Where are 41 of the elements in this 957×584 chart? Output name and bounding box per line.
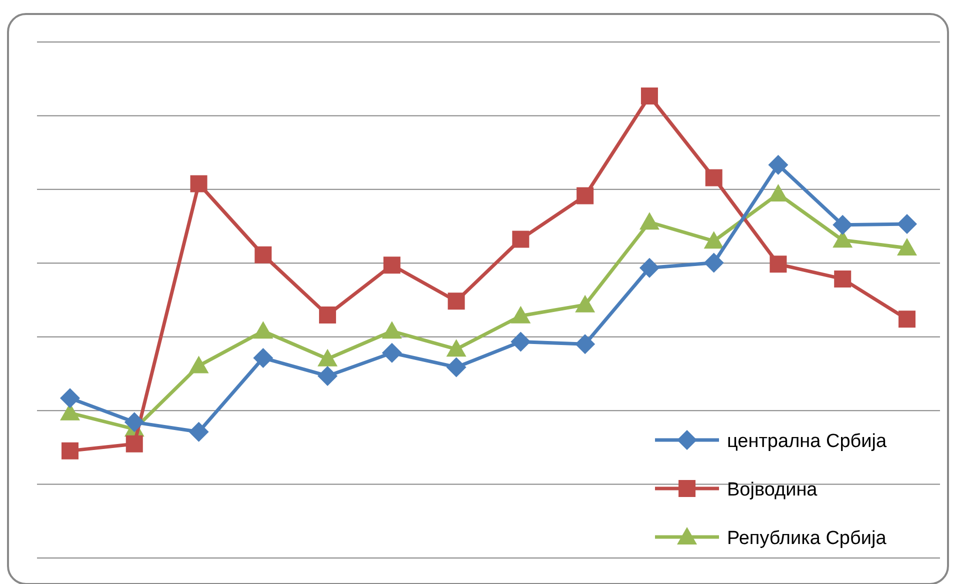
point	[188, 356, 209, 374]
point	[834, 270, 852, 288]
point	[253, 348, 274, 368]
legend-label: Република Србија	[727, 528, 887, 549]
point	[832, 214, 853, 235]
point	[446, 339, 466, 357]
point	[254, 246, 272, 264]
point	[126, 435, 143, 452]
point	[770, 256, 787, 273]
point	[639, 212, 660, 230]
point	[188, 422, 209, 442]
point	[897, 214, 917, 234]
point	[639, 258, 660, 278]
point	[898, 310, 916, 328]
point	[768, 154, 788, 175]
point	[510, 332, 531, 352]
point	[190, 175, 208, 192]
point	[62, 442, 78, 460]
point	[318, 348, 338, 366]
point	[705, 169, 722, 186]
point	[382, 342, 402, 363]
point	[446, 357, 466, 378]
point	[318, 366, 338, 386]
point	[510, 306, 531, 324]
point	[253, 321, 274, 339]
point	[704, 231, 724, 249]
point	[576, 187, 594, 204]
point	[382, 321, 402, 339]
point	[704, 252, 724, 273]
point	[383, 256, 400, 274]
point	[60, 388, 80, 408]
legend-label: Војводина	[727, 480, 818, 500]
legend-label: централна Србија	[727, 431, 887, 452]
point	[448, 292, 465, 310]
point	[575, 334, 596, 354]
point	[512, 230, 530, 248]
point	[319, 306, 336, 324]
point	[640, 88, 658, 104]
point	[897, 238, 917, 256]
point	[575, 294, 596, 312]
point	[124, 412, 144, 432]
